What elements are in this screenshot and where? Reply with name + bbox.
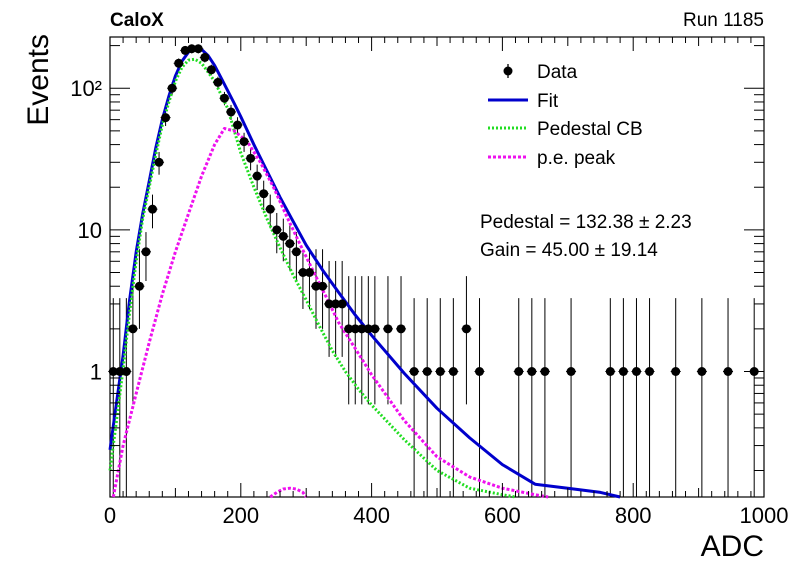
data-point xyxy=(605,367,615,377)
data-point xyxy=(344,324,354,334)
data-point xyxy=(697,367,707,377)
y-tick-label: 10² xyxy=(70,76,102,101)
legend-pedestal-label: Pedestal CB xyxy=(537,119,643,140)
curve-p-e-peak xyxy=(111,127,549,499)
data-point xyxy=(618,367,628,377)
x-tick-label: 800 xyxy=(615,503,652,528)
x-tick-label: 200 xyxy=(222,503,259,528)
data-point xyxy=(540,367,550,377)
data-point xyxy=(187,44,197,54)
data-point xyxy=(285,239,295,249)
plot-frame xyxy=(109,36,765,498)
data-point xyxy=(213,77,223,87)
data-point xyxy=(278,231,288,241)
legend-data-marker xyxy=(503,66,513,76)
data-point xyxy=(370,324,380,334)
data-point xyxy=(396,324,406,334)
plot-frame-layer xyxy=(109,36,765,498)
data-point xyxy=(645,367,655,377)
data-point xyxy=(304,268,314,278)
data-point xyxy=(461,324,471,334)
data-point xyxy=(174,58,184,68)
data-point xyxy=(272,225,282,235)
curve-fit xyxy=(108,46,621,499)
x-tick-label: 400 xyxy=(353,503,390,528)
data-point xyxy=(193,44,203,54)
y-tick-label: 1 xyxy=(90,360,102,385)
data-point xyxy=(141,247,151,257)
data-point xyxy=(671,367,681,377)
data-point xyxy=(324,299,334,309)
x-tick-label: 0 xyxy=(104,503,116,528)
data-point xyxy=(357,324,367,334)
y-axis-title: Events xyxy=(22,34,55,126)
data-point xyxy=(206,65,216,75)
data-point xyxy=(265,204,275,214)
data-point xyxy=(723,367,733,377)
data-point xyxy=(409,367,419,377)
header-experiment-label: CaloX xyxy=(110,10,164,31)
data-point xyxy=(514,367,524,377)
y-tick-label: 10 xyxy=(78,218,102,243)
data-point xyxy=(161,113,171,123)
data-point xyxy=(219,93,229,103)
data-point xyxy=(134,281,144,291)
legend-fit-label: Fit xyxy=(537,91,559,112)
data-point xyxy=(128,324,138,334)
curve-pe-peak-second xyxy=(269,486,308,499)
data-point xyxy=(337,299,347,309)
data-point xyxy=(226,107,236,117)
legend-data-label: Data xyxy=(537,62,578,83)
data-point xyxy=(566,367,576,377)
header-run-label: Run 1185 xyxy=(683,10,764,31)
legend: Data Fit Pedestal CB p.e. peak xyxy=(488,62,643,169)
data-point xyxy=(475,367,485,377)
x-axis-title: ADC xyxy=(701,530,764,563)
x-tick-label: 600 xyxy=(484,503,521,528)
data-point xyxy=(252,171,262,181)
data-point xyxy=(350,324,360,334)
data-point xyxy=(233,120,243,130)
data-point xyxy=(435,367,445,377)
data-points-layer xyxy=(108,44,759,377)
data-point xyxy=(311,281,321,291)
data-point xyxy=(383,324,393,334)
error-bars-layer xyxy=(108,44,760,497)
data-point xyxy=(291,247,301,257)
data-point xyxy=(148,204,158,214)
curve-pedestal-cb xyxy=(108,57,516,499)
data-point xyxy=(154,157,164,167)
legend-pe-peak-label: p.e. peak xyxy=(537,148,616,169)
pedestal-annotation: Pedestal = 132.38 ± 2.23 xyxy=(480,212,692,233)
data-point xyxy=(331,299,341,309)
data-point xyxy=(527,367,537,377)
data-point xyxy=(318,281,328,291)
data-point xyxy=(422,367,432,377)
data-point xyxy=(298,268,308,278)
data-point xyxy=(239,137,249,147)
ticks-layer: 0 200 400 600 800 1000 1 10 10² xyxy=(70,37,788,528)
x-tick-label: 1000 xyxy=(740,503,789,528)
gain-annotation: Gain = 45.00 ± 19.14 xyxy=(480,240,658,261)
data-point xyxy=(363,324,373,334)
data-point xyxy=(259,189,269,199)
data-point xyxy=(167,83,177,93)
data-point xyxy=(200,52,210,62)
data-point xyxy=(448,367,458,377)
curves-layer xyxy=(108,46,621,499)
data-point xyxy=(246,153,256,163)
data-point xyxy=(631,367,641,377)
